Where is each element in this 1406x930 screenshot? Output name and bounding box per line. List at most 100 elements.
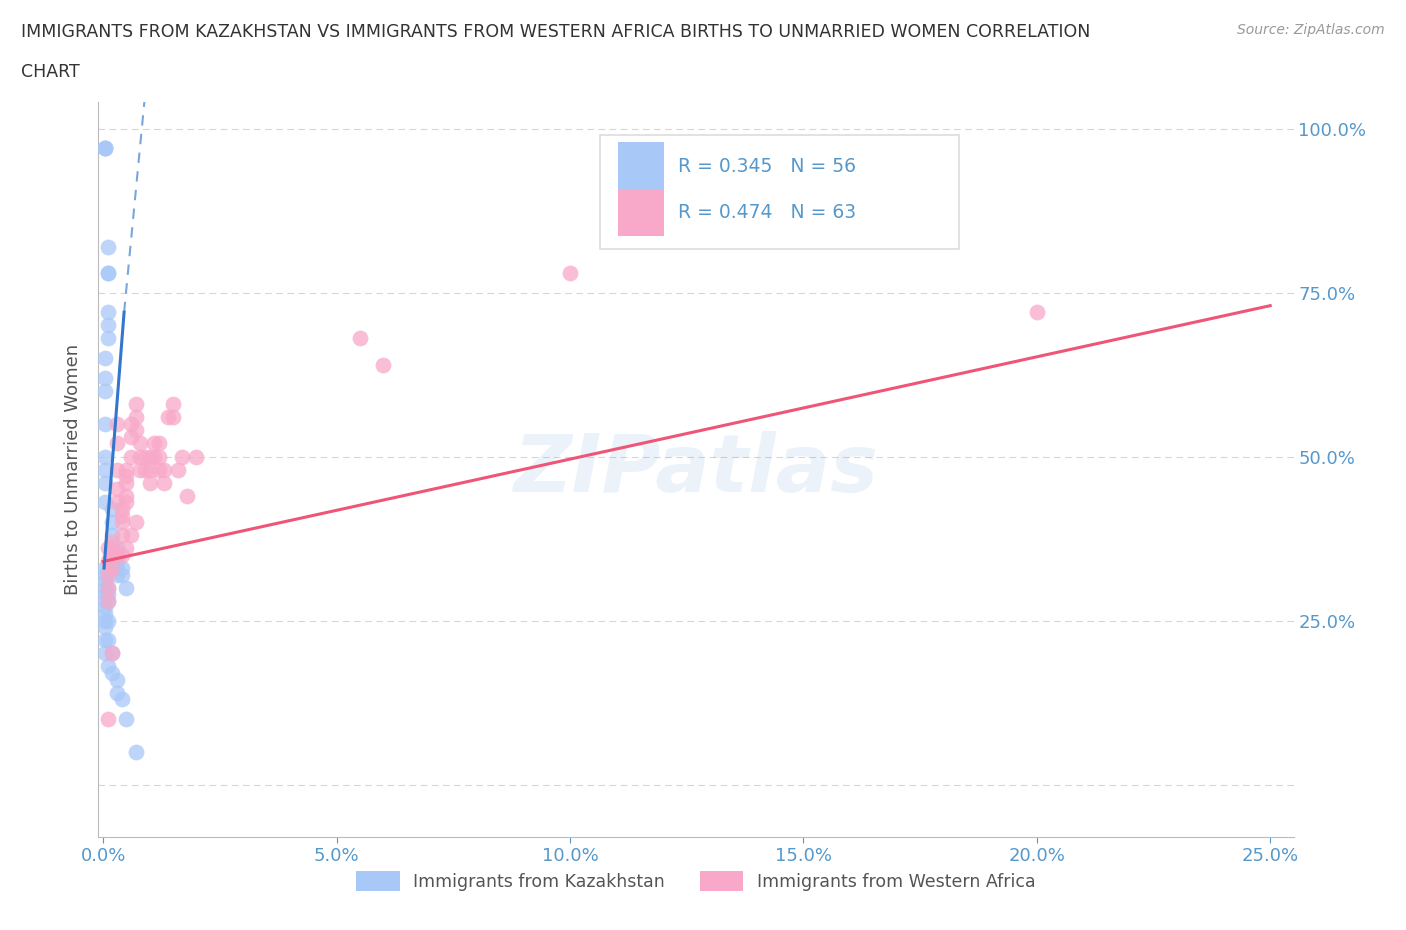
Point — [111, 561, 134, 576]
Point — [111, 508, 134, 523]
Point — [94, 140, 117, 155]
Point — [111, 501, 134, 516]
Point — [94, 574, 117, 589]
Point — [125, 423, 148, 438]
Point — [101, 645, 124, 660]
Point — [97, 593, 120, 608]
Point — [101, 554, 124, 569]
Text: CHART: CHART — [21, 63, 80, 81]
Point — [94, 580, 117, 595]
Point — [111, 567, 134, 582]
Point — [97, 587, 120, 602]
Point — [101, 645, 124, 660]
Point — [139, 475, 162, 490]
Point — [101, 535, 124, 550]
Text: IMMIGRANTS FROM KAZAKHSTAN VS IMMIGRANTS FROM WESTERN AFRICA BIRTHS TO UNMARRIED: IMMIGRANTS FROM KAZAKHSTAN VS IMMIGRANTS… — [21, 23, 1091, 41]
Point — [105, 672, 128, 687]
Bar — [619, 189, 664, 236]
Point — [105, 561, 128, 576]
Point — [97, 593, 120, 608]
Point — [111, 528, 134, 543]
Point — [101, 561, 124, 576]
Bar — [619, 142, 664, 190]
Point — [115, 475, 138, 490]
Point — [115, 711, 138, 726]
Point — [115, 541, 138, 556]
Point — [129, 449, 152, 464]
Point — [125, 396, 148, 411]
Point — [115, 488, 138, 503]
Point — [558, 265, 581, 280]
Point — [148, 436, 170, 451]
Point — [97, 265, 120, 280]
Point — [111, 692, 134, 707]
Point — [792, 206, 814, 221]
Point — [105, 685, 128, 700]
Point — [101, 548, 124, 563]
Point — [105, 482, 128, 497]
Point — [94, 383, 117, 398]
Point — [105, 462, 128, 477]
Point — [97, 580, 120, 595]
Text: R = 0.345   N = 56: R = 0.345 N = 56 — [678, 157, 856, 176]
Point — [125, 410, 148, 425]
Point — [97, 632, 120, 647]
Point — [139, 449, 162, 464]
Point — [176, 488, 198, 503]
Point — [101, 541, 124, 556]
Point — [166, 462, 188, 477]
Point — [94, 593, 117, 608]
Text: R = 0.474   N = 63: R = 0.474 N = 63 — [678, 203, 856, 222]
Text: ZIPatlas: ZIPatlas — [513, 431, 879, 509]
Point — [105, 541, 128, 556]
Point — [97, 265, 120, 280]
Point — [105, 417, 128, 432]
Point — [148, 462, 170, 477]
Point — [120, 430, 142, 445]
Point — [94, 462, 117, 477]
Point — [94, 449, 117, 464]
Point — [94, 613, 117, 628]
Text: Source: ZipAtlas.com: Source: ZipAtlas.com — [1237, 23, 1385, 37]
Point — [94, 567, 117, 582]
Point — [105, 554, 128, 569]
Point — [97, 659, 120, 674]
Point — [101, 548, 124, 563]
Point — [97, 331, 120, 346]
Point — [105, 548, 128, 563]
Point — [94, 645, 117, 660]
Point — [105, 436, 128, 451]
Point — [97, 554, 120, 569]
Point — [134, 462, 156, 477]
Point — [101, 666, 124, 681]
Point — [97, 318, 120, 333]
Point — [97, 567, 120, 582]
Point — [94, 495, 117, 510]
Point — [125, 744, 148, 759]
Point — [105, 495, 128, 510]
Point — [111, 548, 134, 563]
Point — [94, 351, 117, 365]
Point — [157, 410, 180, 425]
Point — [105, 548, 128, 563]
Point — [129, 462, 152, 477]
Point — [129, 436, 152, 451]
Point — [94, 140, 117, 155]
Point — [97, 305, 120, 320]
Point — [162, 410, 184, 425]
Point — [373, 357, 395, 372]
Point — [134, 449, 156, 464]
Point — [125, 514, 148, 529]
Point — [94, 619, 117, 634]
Point — [97, 711, 120, 726]
Point — [186, 449, 208, 464]
Point — [115, 462, 138, 477]
Point — [101, 501, 124, 516]
Point — [349, 331, 371, 346]
Point — [143, 436, 166, 451]
Point — [111, 514, 134, 529]
Point — [115, 469, 138, 484]
Point — [101, 514, 124, 529]
Point — [115, 580, 138, 595]
Point — [105, 567, 128, 582]
